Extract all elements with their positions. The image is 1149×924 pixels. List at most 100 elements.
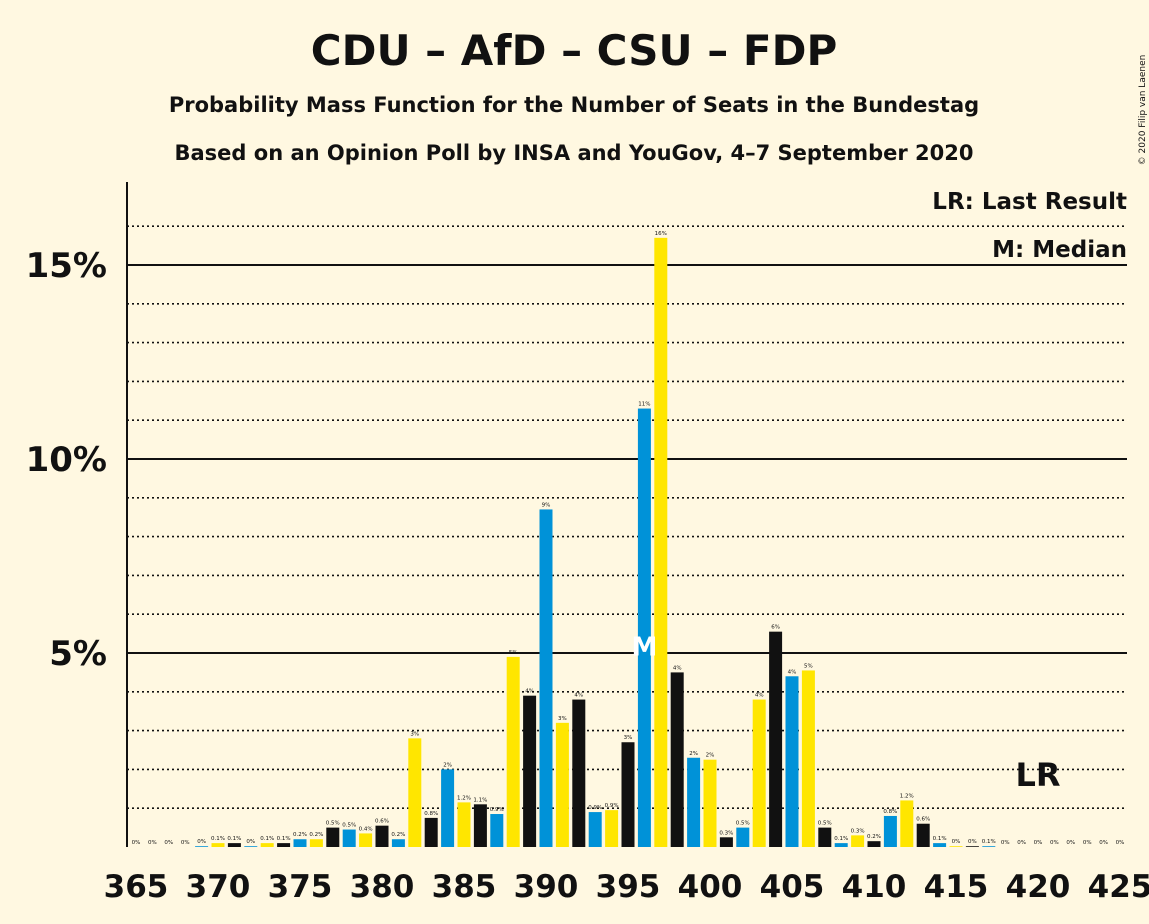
bar-406 bbox=[801, 670, 815, 847]
bar-402 bbox=[736, 827, 750, 847]
bar-407 bbox=[818, 827, 832, 847]
bar-label-388: 5% bbox=[509, 650, 518, 656]
bar-397 bbox=[654, 237, 668, 848]
bar-410 bbox=[867, 841, 881, 847]
bar-391 bbox=[555, 722, 569, 847]
bar-377 bbox=[326, 827, 340, 847]
bar-label-379: 0.4% bbox=[359, 826, 373, 832]
bar-label-418: 0% bbox=[1001, 840, 1010, 846]
y-tick-label: 10% bbox=[26, 440, 107, 480]
bar-369 bbox=[195, 846, 209, 847]
bar-label-403: 4% bbox=[755, 693, 764, 699]
bar-label-419: 0% bbox=[1017, 840, 1026, 846]
bar-label-368: 0% bbox=[181, 840, 190, 846]
x-tick-label: 395 bbox=[596, 869, 661, 905]
bar-label-372: 0% bbox=[246, 839, 255, 845]
bar-412 bbox=[900, 800, 914, 847]
last-result-marker: LR bbox=[1015, 756, 1060, 794]
bar-label-371: 0.1% bbox=[227, 836, 241, 842]
bar-408 bbox=[834, 843, 848, 847]
bar-label-413: 0.6% bbox=[916, 817, 930, 823]
bar-label-401: 0.3% bbox=[719, 830, 733, 836]
median-marker: M bbox=[631, 633, 657, 663]
chart-title: CDU – AfD – CSU – FDP bbox=[311, 26, 837, 75]
bar-label-392: 4% bbox=[574, 693, 583, 699]
bar-374 bbox=[277, 843, 291, 847]
bar-label-380: 0.6% bbox=[375, 819, 389, 825]
bar-401 bbox=[719, 837, 733, 847]
bar-labels-layer: 0% 0% 0% 0% 0%0.1% 0.1%0%0.1% 0.1%0.2% 0.2%0.5%… bbox=[132, 231, 1125, 846]
y-tick-label: 15% bbox=[26, 246, 107, 286]
bar-label-374: 0.1% bbox=[277, 836, 291, 842]
bar-415 bbox=[949, 846, 963, 847]
x-tick-label: 425 bbox=[1088, 869, 1149, 905]
bar-371 bbox=[227, 843, 241, 847]
bar-label-396: 11% bbox=[638, 402, 650, 408]
bar-label-400: 2% bbox=[706, 753, 715, 759]
bar-label-373: 0.1% bbox=[260, 836, 274, 842]
bar-label-393: 0.9% bbox=[588, 805, 602, 811]
bar-375 bbox=[293, 839, 307, 847]
bar-label-409: 0.3% bbox=[851, 828, 865, 834]
bar-label-383: 0.8% bbox=[424, 811, 438, 817]
x-tick-label: 385 bbox=[432, 869, 497, 905]
bar-label-387: 0.9% bbox=[490, 807, 504, 813]
bar-label-417: 0.1% bbox=[982, 839, 996, 845]
x-tick-label: 405 bbox=[760, 869, 825, 905]
bar-label-377: 0.5% bbox=[326, 821, 340, 827]
bar-392 bbox=[572, 699, 586, 847]
bar-386 bbox=[473, 804, 487, 847]
bar-414 bbox=[933, 843, 947, 847]
bar-label-415: 0% bbox=[952, 839, 961, 845]
bar-387 bbox=[490, 814, 504, 847]
bar-395 bbox=[621, 742, 635, 847]
x-tick-label: 415 bbox=[924, 869, 989, 905]
bar-403 bbox=[752, 699, 766, 847]
bar-384 bbox=[441, 769, 455, 847]
bar-label-404: 6% bbox=[771, 625, 780, 631]
x-tick-label: 370 bbox=[186, 869, 251, 905]
chart-source: Based on an Opinion Poll by INSA and You… bbox=[175, 141, 974, 165]
bar-label-405: 4% bbox=[788, 669, 797, 675]
bar-389 bbox=[523, 695, 537, 847]
y-tick-label: 5% bbox=[49, 634, 107, 674]
x-tick-label: 375 bbox=[268, 869, 333, 905]
bar-413 bbox=[916, 823, 930, 847]
bar-label-416: 0% bbox=[968, 839, 977, 845]
bar-label-402: 0.5% bbox=[736, 821, 750, 827]
bar-378 bbox=[342, 829, 356, 847]
bar-label-365: 0% bbox=[132, 840, 141, 846]
bar-label-423: 0% bbox=[1083, 840, 1092, 846]
bar-380 bbox=[375, 825, 389, 847]
bar-398 bbox=[670, 672, 684, 847]
x-tick-label: 420 bbox=[1006, 869, 1071, 905]
copyright-text: © 2020 Filip van Laenen bbox=[1138, 55, 1148, 166]
bar-label-382: 3% bbox=[410, 731, 419, 737]
bar-383 bbox=[424, 817, 438, 847]
bar-label-408: 0.1% bbox=[834, 836, 848, 842]
bar-399 bbox=[687, 757, 701, 847]
x-tick-label: 365 bbox=[104, 869, 169, 905]
bar-396 bbox=[637, 408, 651, 847]
bar-394 bbox=[605, 810, 619, 847]
x-tick-label: 380 bbox=[350, 869, 415, 905]
bar-label-366: 0% bbox=[148, 840, 157, 846]
bar-label-399: 2% bbox=[689, 751, 698, 757]
bar-label-390: 9% bbox=[542, 502, 551, 508]
bar-label-410: 0.2% bbox=[867, 834, 881, 840]
bar-label-425: 0% bbox=[1116, 840, 1125, 846]
bars-layer bbox=[195, 237, 996, 848]
chart-subtitle: Probability Mass Function for the Number… bbox=[169, 93, 979, 117]
bar-372 bbox=[244, 846, 258, 847]
bar-label-397: 16% bbox=[655, 231, 667, 237]
bar-label-389: 4% bbox=[525, 689, 534, 695]
bar-376 bbox=[309, 839, 323, 847]
bar-label-406: 5% bbox=[804, 663, 813, 669]
bar-label-370: 0.1% bbox=[211, 836, 225, 842]
bar-379 bbox=[359, 833, 373, 847]
legend-last-result: LR: Last Result bbox=[932, 189, 1127, 215]
tick-labels-layer: 5% 10% 15% 365 370 375 380 385 390 395 400 405 410 41… bbox=[26, 246, 1149, 905]
bar-label-420: 0% bbox=[1034, 840, 1043, 846]
legend-median: M: Median bbox=[992, 237, 1127, 263]
